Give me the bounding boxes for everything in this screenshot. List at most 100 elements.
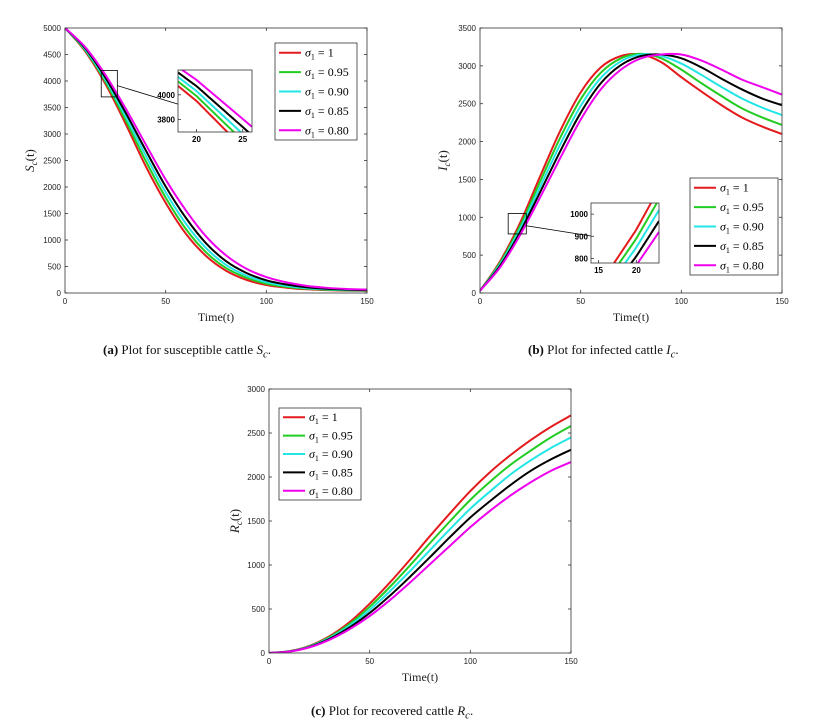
y-axis-label: Ic(t)	[435, 150, 452, 172]
legend-label-1: σ1 = 1	[305, 46, 334, 62]
x-tick-label: 0	[63, 297, 68, 306]
y-tick-label: 2500	[247, 429, 265, 438]
legend-value: = 0.90	[319, 447, 353, 461]
x-tick-label: 150	[564, 657, 578, 666]
y-tick-label: 3000	[43, 130, 61, 139]
legend-label-5: σ1 = 0.80	[720, 258, 764, 274]
legend-sigma: σ	[305, 104, 312, 118]
inset-x-tick-label: 15	[594, 266, 603, 275]
legend-label-4: σ1 = 0.85	[720, 239, 764, 255]
legend-sigma: σ	[720, 258, 727, 272]
x-axis-label: Time(t)	[613, 310, 649, 324]
legend-sigma-sub: 1	[311, 92, 315, 101]
y-tick-label: 3000	[458, 62, 476, 71]
caption-text: Plot for susceptible cattle	[118, 342, 257, 357]
y-label-subscript: c	[29, 161, 39, 165]
zoom-source-box	[100, 70, 118, 98]
legend-value: = 0.85	[315, 104, 349, 118]
legend-label-2: σ1 = 0.95	[720, 200, 764, 216]
series-line-5	[65, 28, 367, 291]
legend-sigma: σ	[305, 65, 312, 79]
caption-susceptible: (a) Plot for susceptible cattle Sc.	[103, 342, 271, 361]
y-tick-label: 500	[48, 263, 62, 272]
legend-label-1: σ1 = 1	[720, 181, 749, 197]
y-tick-label: 3500	[43, 104, 61, 113]
x-tick-label: 100	[675, 297, 689, 306]
y-tick-label: 0	[472, 289, 477, 298]
caption-end: .	[469, 703, 474, 718]
legend-sigma-sub: 1	[726, 227, 730, 236]
y-tick-label: 1000	[458, 213, 476, 222]
caption-symbol: I	[666, 342, 671, 357]
caption-label: (c)	[311, 703, 326, 718]
legend-sigma-sub: 1	[726, 265, 730, 274]
series-line-2	[480, 52, 782, 292]
inset-series-line-3	[623, 209, 659, 263]
y-axis-label: Rc(t)	[227, 509, 244, 534]
legend-value: = 0.95	[319, 429, 353, 443]
legend-value: = 0.80	[319, 484, 353, 498]
caption-recovered: (c) Plot for recovered cattle Rc.	[311, 703, 473, 722]
legend-label-4: σ1 = 0.85	[305, 104, 349, 120]
legend-box	[689, 177, 779, 276]
inset-series-line-2	[618, 203, 658, 263]
legend-value: = 0.95	[315, 65, 349, 79]
legend-sigma: σ	[720, 181, 727, 195]
legend-value: = 0.85	[730, 239, 764, 253]
caption-infected: (b) Plot for infected cattle Ic.	[528, 342, 679, 361]
y-tick-label: 500	[463, 251, 477, 260]
zoom-connector	[526, 225, 592, 237]
zoom-connector	[117, 85, 179, 105]
legend-sigma-sub: 1	[726, 188, 730, 197]
legend-sigma-sub: 1	[726, 207, 730, 216]
legend-sigma-sub: 1	[315, 491, 319, 500]
inset-background	[591, 203, 659, 263]
caption-end: .	[267, 342, 272, 357]
legend-sigma: σ	[309, 429, 316, 443]
legend-sigma-sub: 1	[315, 436, 319, 445]
y-tick-label: 0	[57, 289, 62, 298]
y-tick-label: 4500	[43, 51, 61, 60]
caption-subscript: c	[262, 348, 268, 361]
x-tick-label: 50	[161, 297, 170, 306]
inset-y-tick-label: 900	[575, 232, 589, 241]
legend-sigma-sub: 1	[311, 130, 315, 139]
inset-y-tick-label: 800	[575, 255, 589, 264]
legend-sigma-sub: 1	[311, 53, 315, 62]
series-line-4	[65, 28, 367, 292]
y-tick-label: 1500	[43, 210, 61, 219]
y-label-subscript: c	[234, 521, 244, 525]
legend-label-5: σ1 = 0.80	[309, 484, 353, 500]
series-line-5	[269, 461, 571, 653]
inset-series-line-4	[178, 71, 250, 132]
zoom-source-box	[507, 213, 527, 235]
y-tick-label: 2000	[43, 183, 61, 192]
inset-frame	[590, 202, 660, 264]
y-label-arg: (t)	[435, 150, 450, 162]
legend-sigma: σ	[309, 410, 316, 424]
legend-value: = 1	[319, 410, 338, 424]
caption-symbol: R	[457, 703, 466, 718]
x-tick-label: 0	[267, 657, 272, 666]
legend-value: = 1	[315, 46, 334, 60]
legend-sigma-sub: 1	[726, 246, 730, 255]
y-axis-label: Sc(t)	[22, 149, 39, 172]
legend-sigma: σ	[309, 484, 316, 498]
x-tick-label: 0	[478, 297, 483, 306]
caption-label: (b)	[528, 342, 544, 357]
x-tick-label: 150	[775, 297, 789, 306]
legend-sigma-sub: 1	[315, 472, 319, 481]
legend-label-2: σ1 = 0.95	[305, 65, 349, 81]
legend-label-2: σ1 = 0.95	[309, 429, 353, 445]
y-tick-label: 1000	[247, 561, 265, 570]
inset-series-line-1	[612, 203, 653, 263]
y-tick-label: 2500	[458, 100, 476, 109]
y-tick-label: 500	[252, 605, 266, 614]
caption-subscript: c	[465, 709, 470, 722]
y-tick-label: 2500	[43, 157, 61, 166]
y-label-symbol: S	[22, 165, 37, 172]
caption-end: .	[675, 342, 679, 357]
y-label-symbol: R	[227, 525, 242, 534]
inset-y-tick-label: 4000	[157, 91, 175, 100]
